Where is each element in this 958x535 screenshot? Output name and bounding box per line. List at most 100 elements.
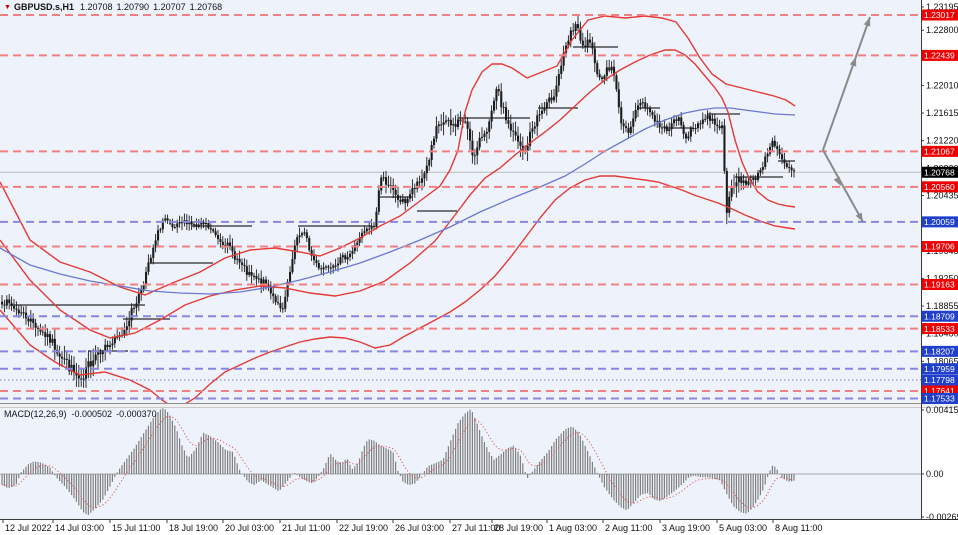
- candle-body: [411, 187, 414, 195]
- candle-body: [673, 119, 676, 124]
- candle-body: [147, 262, 150, 272]
- candle-body: [781, 154, 784, 160]
- candle-body: [97, 352, 100, 355]
- candle-body: [730, 187, 733, 197]
- candle-body: [13, 305, 16, 309]
- candle-body: [433, 138, 436, 146]
- resistance-price-badge: [922, 323, 958, 335]
- candle-body: [394, 189, 397, 195]
- resistance-price-badge-label: 1.21067: [924, 147, 955, 157]
- time-axis-label: 21 Jul 11:00: [282, 523, 330, 533]
- candle-body: [73, 364, 76, 373]
- candle-body: [157, 230, 160, 241]
- candle-body: [471, 140, 474, 156]
- candle-body: [197, 224, 200, 227]
- candle-body: [32, 318, 35, 323]
- candle-body: [663, 126, 666, 129]
- candle-body: [209, 228, 212, 230]
- candle-body: [514, 131, 517, 136]
- price-pane: [0, 14, 921, 403]
- resistance-price-badge-label: 1.17641: [924, 386, 955, 396]
- candle-body: [104, 344, 107, 353]
- candle-body: [190, 221, 193, 225]
- candle-body: [591, 42, 594, 49]
- price-grid-label: 1.22800: [926, 25, 958, 35]
- candle-body: [329, 267, 332, 269]
- candle-body: [142, 285, 145, 291]
- candle-body: [49, 334, 52, 343]
- candle-body: [10, 303, 13, 306]
- support-price-badge: [922, 374, 958, 386]
- candle-body: [476, 147, 479, 156]
- candle-body: [377, 190, 380, 212]
- candle-body: [598, 74, 601, 78]
- candle-body: [65, 358, 68, 360]
- candle-body: [27, 318, 30, 322]
- candle-body: [315, 260, 318, 264]
- candle-body: [159, 229, 162, 231]
- candle-body: [495, 89, 498, 101]
- candle-body: [229, 242, 232, 247]
- candle-body: [327, 266, 330, 268]
- candle-body: [202, 222, 205, 225]
- candle-body: [536, 115, 539, 127]
- price-grid-label: 1.23195: [926, 2, 958, 12]
- candle-body: [41, 331, 44, 333]
- candle-body: [603, 75, 606, 80]
- support-price-badge-label: 1.17798: [924, 375, 955, 385]
- time-axis-label: 27 Jul 11:00: [452, 523, 500, 533]
- price-pane-background[interactable]: [0, 0, 921, 403]
- candle-body: [281, 308, 284, 310]
- candle-body: [500, 91, 503, 108]
- candle-body: [80, 378, 83, 380]
- arrowhead-icon: [863, 17, 871, 27]
- candle-body: [207, 222, 210, 229]
- candle-body: [449, 119, 452, 126]
- candle-body: [226, 242, 229, 247]
- candle-body: [464, 121, 467, 123]
- candle-body: [430, 145, 433, 161]
- candle-body: [140, 290, 143, 295]
- candle-body: [125, 326, 128, 330]
- candle-body: [437, 124, 440, 127]
- candle-body: [130, 308, 133, 321]
- candle-body: [137, 294, 140, 304]
- support-price-badge: [922, 363, 958, 375]
- candle-body: [689, 128, 692, 137]
- arrowhead-icon: [849, 57, 857, 67]
- candle-body: [22, 312, 25, 314]
- candle-body: [101, 352, 104, 355]
- bollinger-middle-band: [0, 49, 796, 339]
- candle-body: [610, 66, 613, 71]
- candle-body: [401, 198, 404, 202]
- candle-body: [89, 361, 92, 367]
- candle-body: [543, 108, 546, 111]
- candle-body: [212, 229, 215, 232]
- candle-body: [161, 220, 164, 230]
- candle-body: [279, 303, 282, 309]
- candle-body: [485, 131, 488, 134]
- candle-body: [632, 118, 635, 127]
- candle-body: [469, 128, 472, 141]
- candle-body: [490, 110, 493, 122]
- macd-axis-label: 0.004151: [926, 405, 958, 415]
- candle-body: [572, 30, 575, 32]
- candle-body: [581, 40, 584, 46]
- price-grid-label: 1.18065: [926, 356, 958, 366]
- forecast-arrow-down[interactable]: [822, 149, 864, 223]
- candle-body: [361, 232, 364, 239]
- candle-body: [790, 167, 793, 171]
- candle-body: [317, 263, 320, 269]
- candle-body: [555, 85, 558, 97]
- candle-body: [77, 375, 80, 379]
- candle-body: [670, 123, 673, 130]
- candle-body: [418, 181, 421, 183]
- candle-body: [709, 115, 712, 121]
- pane-separator[interactable]: [0, 403, 958, 408]
- candle-body: [123, 329, 126, 336]
- candle-body: [593, 48, 596, 64]
- forecast-arrow-up[interactable]: [822, 16, 871, 151]
- candle-body: [716, 124, 719, 127]
